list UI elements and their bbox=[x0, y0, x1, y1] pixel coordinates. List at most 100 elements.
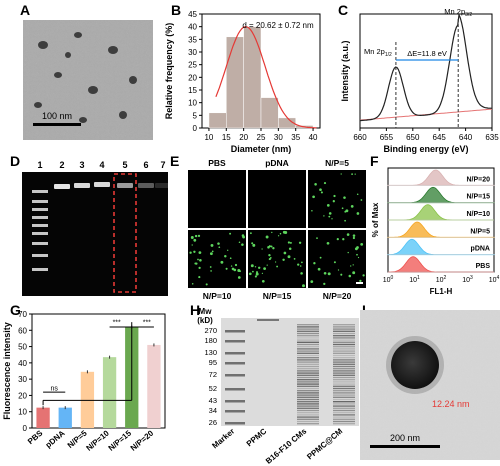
fluorescent-spot bbox=[234, 263, 238, 267]
protein-band bbox=[333, 412, 355, 414]
series-label: N/P=20 bbox=[466, 176, 490, 183]
ladder-band bbox=[32, 208, 48, 211]
fluorescent-spot bbox=[251, 242, 254, 245]
cell-label-bottom: N/P=15 bbox=[263, 291, 292, 300]
fluorescent-spot bbox=[289, 241, 292, 244]
x-tick-label: 100 bbox=[383, 275, 394, 284]
cell-label-top: PBS bbox=[208, 158, 226, 168]
protein-band bbox=[333, 387, 355, 390]
ppmc-band bbox=[257, 319, 279, 321]
fluorescent-spot bbox=[317, 267, 321, 271]
y-axis-label: % of Max bbox=[371, 202, 380, 237]
fluorescent-spot bbox=[323, 182, 327, 185]
fluorescent-spot bbox=[293, 258, 296, 260]
fluorescent-spot bbox=[323, 271, 327, 275]
y-tick-label: 45 bbox=[188, 10, 197, 19]
fluorescent-spot bbox=[218, 246, 221, 249]
fluorescent-spot bbox=[210, 270, 212, 272]
x-tick-label: N/P=20 bbox=[129, 428, 156, 453]
protein-band bbox=[333, 348, 355, 350]
fluorescent-spot bbox=[241, 243, 244, 246]
fluorescent-spot bbox=[211, 250, 214, 253]
cell-label-bottom: N/P=20 bbox=[323, 291, 352, 300]
fluorescent-spot bbox=[343, 196, 346, 199]
fluorescent-spot bbox=[333, 261, 336, 264]
fluorescent-spot bbox=[238, 241, 241, 244]
series-label: pDNA bbox=[471, 246, 490, 253]
fluorescent-spot bbox=[250, 264, 254, 268]
protein-band bbox=[333, 328, 355, 330]
protein-band bbox=[297, 385, 319, 387]
protein-band bbox=[333, 363, 355, 365]
protein-band bbox=[333, 423, 355, 425]
sig-stars: *** bbox=[113, 320, 121, 327]
fluorescent-spot bbox=[340, 173, 342, 175]
protein-band bbox=[297, 326, 319, 328]
panel-g-label: G bbox=[10, 302, 21, 318]
y-tick-label: 10 bbox=[188, 99, 197, 108]
fluorescent-spot bbox=[224, 254, 227, 258]
fluorescence-tile bbox=[308, 170, 366, 228]
ladder-band bbox=[32, 190, 48, 193]
histogram-bar bbox=[208, 112, 227, 129]
panel-h-label: H bbox=[190, 302, 201, 318]
fluorescent-spot bbox=[323, 215, 325, 217]
fluorescent-spot bbox=[319, 256, 322, 259]
panel-f-label: F bbox=[370, 153, 379, 169]
ladder-band bbox=[32, 242, 48, 245]
protein-band bbox=[333, 359, 355, 361]
y-tick-label: 0 bbox=[23, 424, 28, 433]
fluorescent-spot bbox=[359, 279, 362, 283]
protein-band bbox=[297, 423, 319, 425]
x-tick-label: 101 bbox=[409, 275, 420, 284]
x-tick-label: 102 bbox=[436, 275, 447, 284]
x-tick-label: 35 bbox=[291, 133, 300, 142]
sample-band bbox=[117, 183, 133, 188]
x-tick-label: 635 bbox=[485, 133, 499, 142]
fluorescent-spot bbox=[229, 257, 232, 260]
fluorescent-spot bbox=[360, 243, 364, 246]
fluorescent-spot bbox=[328, 215, 331, 218]
fluorescent-spot bbox=[316, 237, 318, 239]
size-annotation: d = 20.62 ± 0.72 nm bbox=[242, 21, 314, 30]
fluorescent-spot bbox=[270, 245, 273, 248]
x-axis-label: FL1-H bbox=[430, 287, 453, 296]
fluorescent-spot bbox=[195, 262, 198, 265]
protein-band bbox=[333, 401, 355, 403]
mw-marker-label: 43 bbox=[209, 396, 217, 405]
x-tick-label: 25 bbox=[257, 133, 266, 142]
y-axis-label: Fluorescence intensity bbox=[2, 322, 12, 420]
fluorescent-spot bbox=[301, 261, 303, 264]
protein-band bbox=[297, 357, 319, 359]
mw-marker-label: 52 bbox=[209, 384, 217, 393]
protein-band bbox=[297, 416, 319, 418]
fluorescent-spot bbox=[357, 256, 360, 259]
protein-band bbox=[333, 396, 355, 398]
fluorescent-spot bbox=[252, 243, 256, 247]
protein-band bbox=[297, 368, 319, 370]
lane-label: PPMC bbox=[245, 427, 269, 449]
panel-c-xps: ΔE=11.8 eV Mn 2p1/2 Mn 2p3/2 660 655 650 645 64… bbox=[340, 7, 499, 154]
ladder-band bbox=[225, 352, 245, 355]
ladder-band bbox=[225, 340, 245, 343]
fluorescent-spot bbox=[191, 283, 194, 285]
protein-band bbox=[297, 370, 319, 372]
fluorescent-spot bbox=[326, 241, 330, 245]
fluorescent-spot bbox=[311, 210, 313, 212]
fluorescent-spot bbox=[332, 200, 335, 203]
delta-label: ΔE=11.8 eV bbox=[407, 49, 447, 58]
histogram-bar bbox=[260, 97, 279, 129]
y-axis-label: Intensity (a.u.) bbox=[340, 40, 350, 101]
protein-band bbox=[297, 332, 319, 335]
y-tick-label: 30 bbox=[18, 375, 27, 384]
ladder-band bbox=[225, 400, 245, 403]
fluorescent-spot bbox=[249, 232, 252, 235]
cell-label-top: N/P=5 bbox=[325, 158, 349, 168]
protein-band bbox=[297, 420, 319, 423]
protein-band bbox=[297, 343, 319, 346]
x-tick-label: 20 bbox=[239, 133, 248, 142]
fluorescent-spot bbox=[352, 234, 356, 237]
x-tick-label: N/P=15 bbox=[107, 428, 134, 453]
lane-label: B16-F10 CMs bbox=[264, 426, 309, 466]
